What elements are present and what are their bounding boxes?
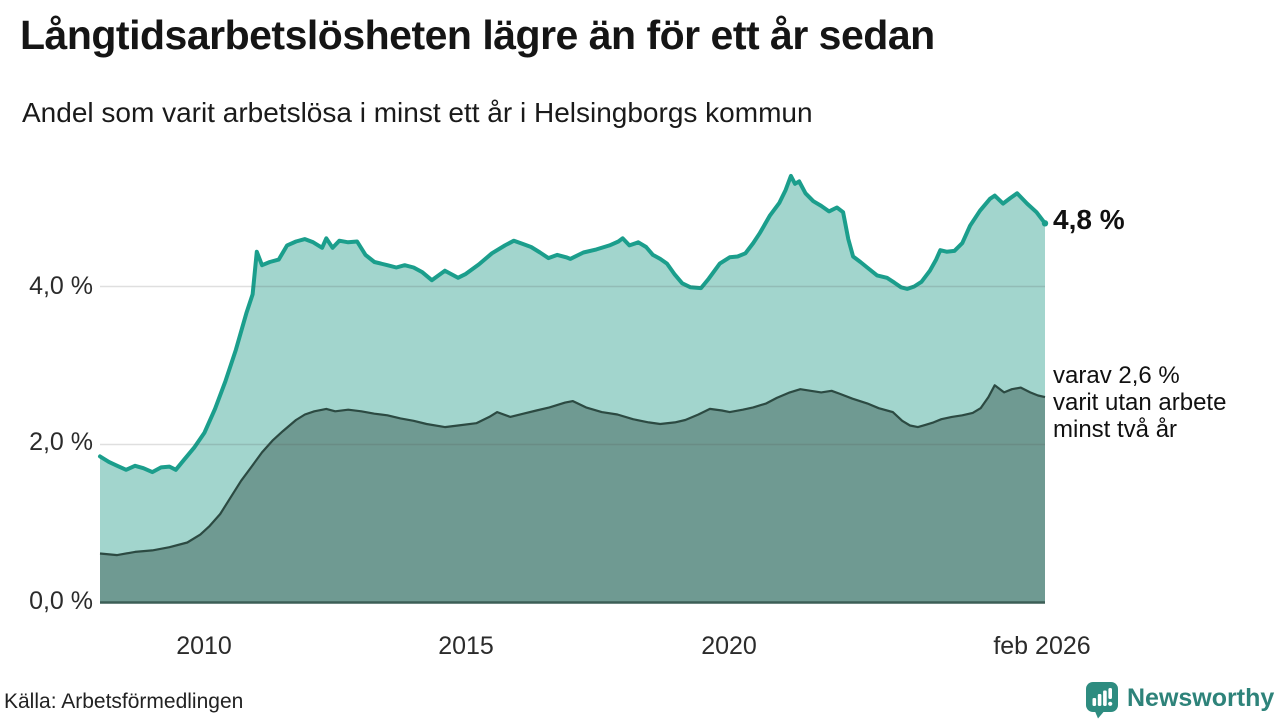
- page-title: Långtidsarbetslösheten lägre än för ett …: [20, 12, 935, 58]
- newsworthy-logo-text: Newsworthy: [1127, 684, 1275, 712]
- line-total-unemployed-1yr: [98, 173, 1047, 475]
- series-end-dot: [1041, 220, 1049, 227]
- chart-subtitle: Andel som varit arbetslösa i minst ett å…: [22, 97, 813, 128]
- chart-plot: [98, 173, 1049, 604]
- x-tick-feb-2026: feb 2026: [993, 632, 1091, 660]
- line-unemployed-2yr: [99, 384, 1046, 557]
- y-tick-2: 2,0 %: [29, 428, 93, 456]
- two-year-annotation: varav 2,6 % varit utan arbete minst två …: [1053, 362, 1227, 443]
- y-tick-4: 4,0 %: [29, 272, 93, 300]
- newsworthy-logo: Newsworthy: [1085, 681, 1274, 719]
- source-note: Källa: Arbetsförmedlingen: [4, 690, 244, 713]
- y-tick-0: 0,0 %: [29, 587, 93, 615]
- x-tick-2015: 2015: [438, 632, 494, 660]
- newsworthy-logo-icon: [1086, 682, 1118, 719]
- x-tick-2020: 2020: [701, 632, 757, 660]
- x-tick-2010: 2010: [176, 632, 232, 660]
- area-unemployed-2yr: [100, 385, 1045, 603]
- end-value-label: 4,8 %: [1053, 204, 1125, 235]
- gridlines: [100, 285, 1045, 446]
